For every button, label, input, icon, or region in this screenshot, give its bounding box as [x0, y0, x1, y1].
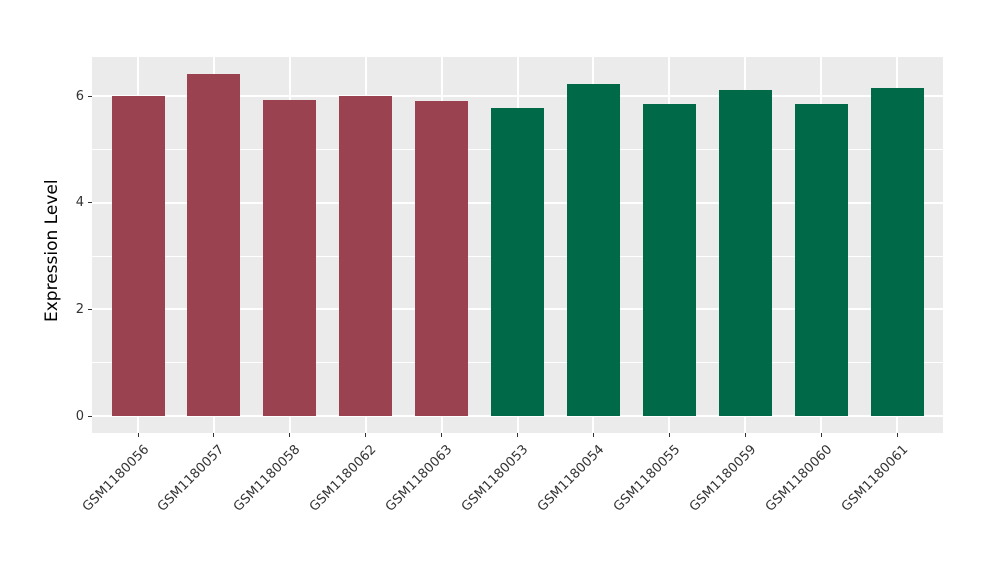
x-tick-label: GSM1180057	[155, 442, 228, 515]
bar-GSM1180058	[263, 99, 317, 416]
bar-GSM1180057	[187, 74, 241, 416]
y-tick-mark	[88, 202, 92, 204]
x-tick-mark	[896, 433, 898, 437]
y-tick-mark	[88, 308, 92, 310]
bar-GSM1180063	[415, 100, 469, 416]
x-tick-label: GSM1180058	[231, 442, 304, 515]
bar-GSM1180062	[339, 95, 393, 416]
x-tick-mark	[668, 433, 670, 437]
x-tick-label: GSM1180059	[686, 442, 760, 515]
x-tick-label: GSM1180053	[458, 442, 532, 515]
y-tick-mark	[88, 95, 92, 97]
bar-GSM1180055	[642, 103, 696, 416]
y-tick-label: 0	[75, 408, 84, 424]
x-tick-mark	[289, 433, 291, 437]
plot-panel	[92, 57, 943, 433]
bar-GSM1180061	[870, 87, 924, 416]
y-tick-label: 4	[75, 195, 84, 211]
bar-GSM1180054	[566, 83, 620, 416]
x-tick-label: GSM1180061	[838, 442, 911, 515]
y-tick-label: 6	[75, 88, 84, 104]
x-tick-label: GSM1180062	[307, 442, 380, 515]
x-tick-mark	[744, 433, 746, 437]
x-tick-mark	[137, 433, 139, 437]
x-tick-mark	[592, 433, 594, 437]
x-tick-mark	[213, 433, 215, 437]
x-tick-mark	[365, 433, 367, 437]
bar-GSM1180060	[794, 104, 848, 416]
bar-GSM1180059	[718, 89, 772, 416]
x-tick-mark	[820, 433, 822, 437]
x-tick-label: GSM1180054	[534, 442, 608, 515]
bar-GSM1180053	[491, 108, 544, 416]
x-tick-label: GSM1180055	[610, 442, 684, 515]
x-tick-label: GSM1180060	[762, 442, 836, 515]
x-tick-label: GSM1180056	[79, 442, 152, 515]
x-tick-mark	[517, 433, 518, 437]
x-tick-label: GSM1180063	[383, 442, 456, 515]
bar-GSM1180056	[111, 96, 165, 416]
x-tick-mark	[441, 433, 443, 437]
y-tick-label: 2	[75, 301, 84, 317]
y-tick-mark	[88, 415, 92, 417]
